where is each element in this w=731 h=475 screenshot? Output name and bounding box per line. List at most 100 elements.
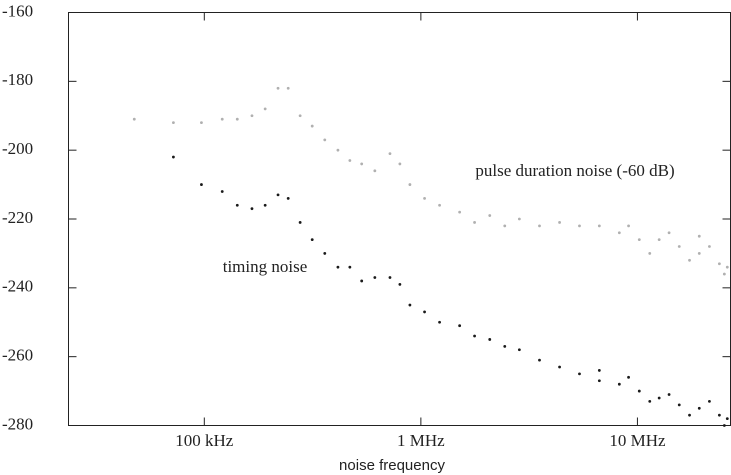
data-point	[250, 207, 254, 211]
data-point	[323, 138, 327, 142]
data-point	[725, 417, 729, 421]
data-point	[657, 238, 661, 242]
data-point	[708, 400, 711, 403]
data-point	[348, 159, 352, 162]
data-point	[688, 258, 691, 262]
data-point	[578, 372, 581, 376]
data-point	[637, 389, 641, 393]
data-point	[503, 224, 507, 228]
data-point	[388, 276, 392, 279]
data-point	[438, 203, 441, 207]
data-point	[697, 252, 701, 255]
data-point	[597, 224, 601, 228]
plot-frame	[68, 12, 731, 426]
data-point	[697, 234, 701, 238]
data-point	[323, 252, 327, 255]
data-point	[220, 190, 224, 193]
data-point	[667, 393, 671, 396]
data-point	[717, 262, 721, 266]
data-point	[473, 334, 476, 338]
data-point	[235, 203, 239, 207]
data-point	[517, 348, 521, 352]
data-point	[286, 86, 290, 90]
data-point	[667, 231, 671, 235]
data-point	[677, 245, 681, 248]
data-point	[488, 214, 492, 217]
data-point	[578, 224, 581, 228]
y-tick-label: -220	[2, 208, 33, 227]
data-point	[558, 221, 561, 224]
y-tick-label: -240	[2, 277, 33, 296]
data-point	[360, 279, 364, 283]
y-tick-label: -160	[2, 1, 33, 20]
data-point	[263, 203, 267, 207]
data-point	[438, 320, 441, 324]
data-point	[408, 183, 412, 186]
data-point	[697, 406, 701, 410]
data-point	[298, 114, 302, 118]
data-point	[348, 265, 352, 269]
data-point	[276, 193, 280, 197]
data-point	[617, 382, 621, 386]
data-point	[220, 117, 224, 121]
data-point	[473, 221, 476, 224]
data-point	[488, 338, 492, 341]
data-point	[722, 424, 726, 427]
data-point	[310, 124, 314, 128]
data-point	[458, 324, 462, 328]
data-point	[688, 413, 691, 417]
data-point	[200, 183, 203, 186]
data-point	[657, 396, 661, 400]
x-tick-label: 1 MHz	[397, 431, 445, 450]
data-point	[637, 238, 641, 242]
data-point	[725, 265, 729, 269]
data-point	[250, 114, 254, 118]
data-point	[310, 238, 314, 242]
data-point	[132, 117, 136, 121]
y-tick-label: -280	[2, 414, 33, 433]
data-point	[172, 121, 175, 125]
data-point	[398, 162, 402, 166]
data-point	[172, 155, 175, 159]
data-point	[538, 224, 541, 228]
series-annotation: pulse duration noise (-60 dB)	[475, 161, 674, 180]
data-point	[538, 358, 541, 362]
y-tick-label: -180	[2, 70, 33, 89]
x-tick-label: 10 MHz	[609, 431, 666, 450]
x-axis-label: noise frequency	[339, 457, 445, 474]
data-point	[558, 365, 561, 369]
data-point	[423, 310, 426, 314]
data-point	[597, 379, 601, 383]
data-point	[298, 221, 302, 224]
y-tick-label: -200	[2, 139, 33, 158]
series-annotation: timing noise	[223, 257, 308, 276]
data-point	[235, 117, 239, 121]
data-point	[398, 282, 402, 286]
data-point	[263, 107, 267, 111]
data-point	[627, 375, 630, 379]
data-point	[336, 265, 340, 269]
data-point	[648, 400, 652, 403]
data-point	[360, 162, 364, 166]
data-point	[517, 217, 521, 221]
data-point	[200, 121, 203, 125]
data-point	[677, 403, 681, 407]
data-point	[503, 344, 507, 348]
data-point	[617, 231, 621, 235]
data-point	[627, 224, 630, 228]
data-point	[373, 276, 377, 279]
data-point	[336, 148, 340, 152]
x-tick-label: 100 kHz	[175, 431, 234, 450]
data-point	[276, 86, 280, 90]
data-point	[722, 272, 726, 276]
data-point	[423, 196, 426, 200]
data-point	[408, 303, 412, 307]
data-point	[388, 152, 392, 156]
data-point	[373, 169, 377, 173]
data-point	[458, 210, 462, 214]
data-point	[717, 413, 721, 417]
data-point	[286, 196, 290, 200]
data-point	[648, 252, 652, 255]
data-point	[708, 245, 711, 248]
